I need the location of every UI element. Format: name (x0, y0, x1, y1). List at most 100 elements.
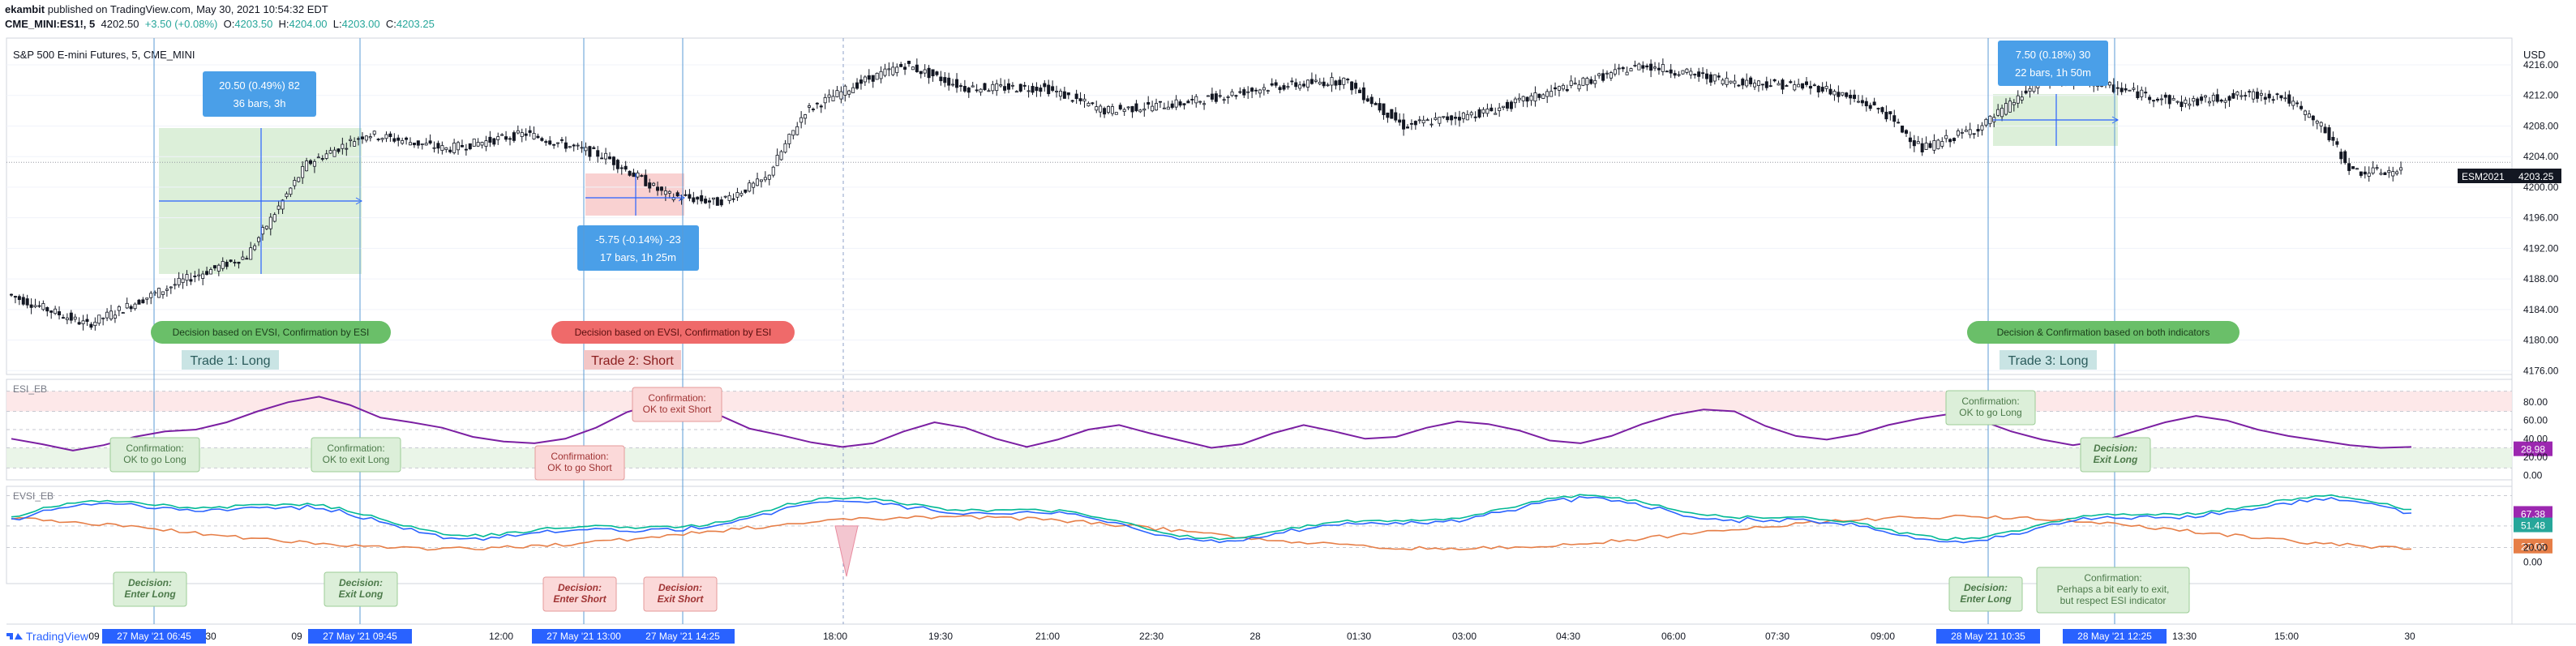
candle (1657, 67, 1661, 71)
candle (2223, 100, 2227, 103)
time-axis-tick: 04:30 (1556, 631, 1580, 642)
candle (353, 141, 357, 147)
candle (460, 145, 464, 148)
candle (1346, 79, 1350, 81)
candle (1338, 79, 1342, 85)
candle (113, 314, 117, 319)
author-name[interactable]: ekambit (5, 3, 45, 15)
candle (919, 71, 923, 75)
time-axis-tick: 22:30 (1139, 631, 1164, 642)
candle (644, 174, 648, 186)
candle (185, 274, 189, 281)
candle (1477, 109, 1481, 118)
evsi-annotation-box[interactable] (324, 571, 398, 607)
candle (1509, 101, 1513, 109)
candle (1884, 111, 1888, 120)
evsi-annotation-text: Enter Short (553, 593, 606, 605)
range-info-box[interactable] (203, 71, 316, 117)
candle (1996, 109, 2000, 116)
candle (1940, 141, 1944, 147)
candle (2235, 91, 2240, 96)
candle (364, 135, 368, 141)
candle (1151, 105, 1155, 112)
candle (1091, 102, 1095, 105)
time-axis-tick: 03:00 (1452, 631, 1477, 642)
esi-annotation-box[interactable] (534, 445, 625, 481)
candle (715, 197, 719, 206)
evsi-green-line (11, 494, 2412, 541)
esi-axis-tick: 80.00 (2523, 396, 2548, 408)
time-highlight-bg (631, 629, 735, 644)
candle (2227, 96, 2231, 101)
candle (1741, 79, 1745, 86)
last-price: 4202.50 (101, 18, 139, 30)
candle (436, 143, 440, 149)
evsi-annotation-box[interactable] (2036, 567, 2190, 614)
candle (289, 187, 293, 195)
candle (1242, 89, 1246, 96)
symbol[interactable]: CME_MINI:ES1!, 5 (5, 18, 96, 30)
candle (420, 143, 424, 145)
candle (624, 165, 628, 170)
candle (1537, 93, 1541, 98)
price-axis-tick: 4176.00 (2523, 365, 2559, 376)
candle (2120, 88, 2124, 92)
tradingview-logo[interactable]: TradingView (6, 630, 89, 643)
candle (1625, 71, 1629, 75)
candle (744, 189, 748, 193)
low-value: 4203.00 (341, 18, 380, 30)
candle (225, 261, 229, 267)
candle (392, 138, 396, 142)
candle (1581, 77, 1585, 86)
evsi-annotation-box[interactable] (1948, 576, 2023, 612)
esi-annotation-box[interactable] (311, 437, 401, 473)
candle (2000, 108, 2004, 118)
time-axis-tick: 13:30 (2172, 631, 2197, 642)
range-info-box[interactable] (1998, 41, 2108, 86)
candle (1494, 113, 1498, 115)
candle (177, 277, 181, 285)
candle (1653, 66, 1657, 69)
candle (1729, 80, 1733, 83)
candle (2359, 171, 2363, 176)
esi-annotation-box[interactable] (632, 387, 722, 422)
time-axis-tick: 07:30 (1765, 631, 1789, 642)
candle (249, 247, 253, 260)
candle (1450, 115, 1454, 121)
trade-label: Trade 2: Short (591, 354, 674, 368)
candle (216, 264, 221, 272)
candle (799, 117, 804, 123)
candle (1031, 86, 1035, 93)
evsi-annotation-box[interactable] (643, 576, 718, 612)
candle (1849, 94, 1853, 99)
candle (65, 317, 69, 320)
candle (1378, 103, 1382, 111)
candle (1841, 92, 1845, 96)
currency-label: USD (2523, 49, 2545, 61)
range-value-label: 7.50 (0.18%) 30 (2016, 49, 2091, 61)
evsi-annotation-box[interactable] (542, 576, 617, 612)
candle (696, 196, 700, 200)
esi-axis-tick: 20.00 (2523, 451, 2548, 463)
evsi-annotation-text: Confirmation: (2084, 572, 2141, 584)
time-highlight-bg (308, 629, 412, 644)
candle (971, 85, 975, 88)
candle (1421, 119, 1425, 124)
candle (524, 133, 528, 136)
esi-annotation-box[interactable] (1945, 390, 2036, 426)
candle (229, 259, 233, 262)
esi-annotation-box[interactable] (2080, 437, 2151, 473)
candle (1708, 74, 1712, 83)
candle (197, 274, 201, 276)
candle (336, 148, 341, 152)
candle (1597, 73, 1601, 76)
candle (1174, 99, 1178, 108)
time-highlight-label: 27 May '21 14:25 (645, 631, 720, 642)
price-axis-tick: 4216.00 (2523, 59, 2559, 71)
range-info-box[interactable] (577, 225, 699, 271)
evsi-annotation-box[interactable] (113, 571, 187, 607)
evsi-annotation-text: Decision: (1964, 582, 2008, 593)
candle (604, 152, 608, 160)
esi-annotation-box[interactable] (109, 437, 200, 473)
